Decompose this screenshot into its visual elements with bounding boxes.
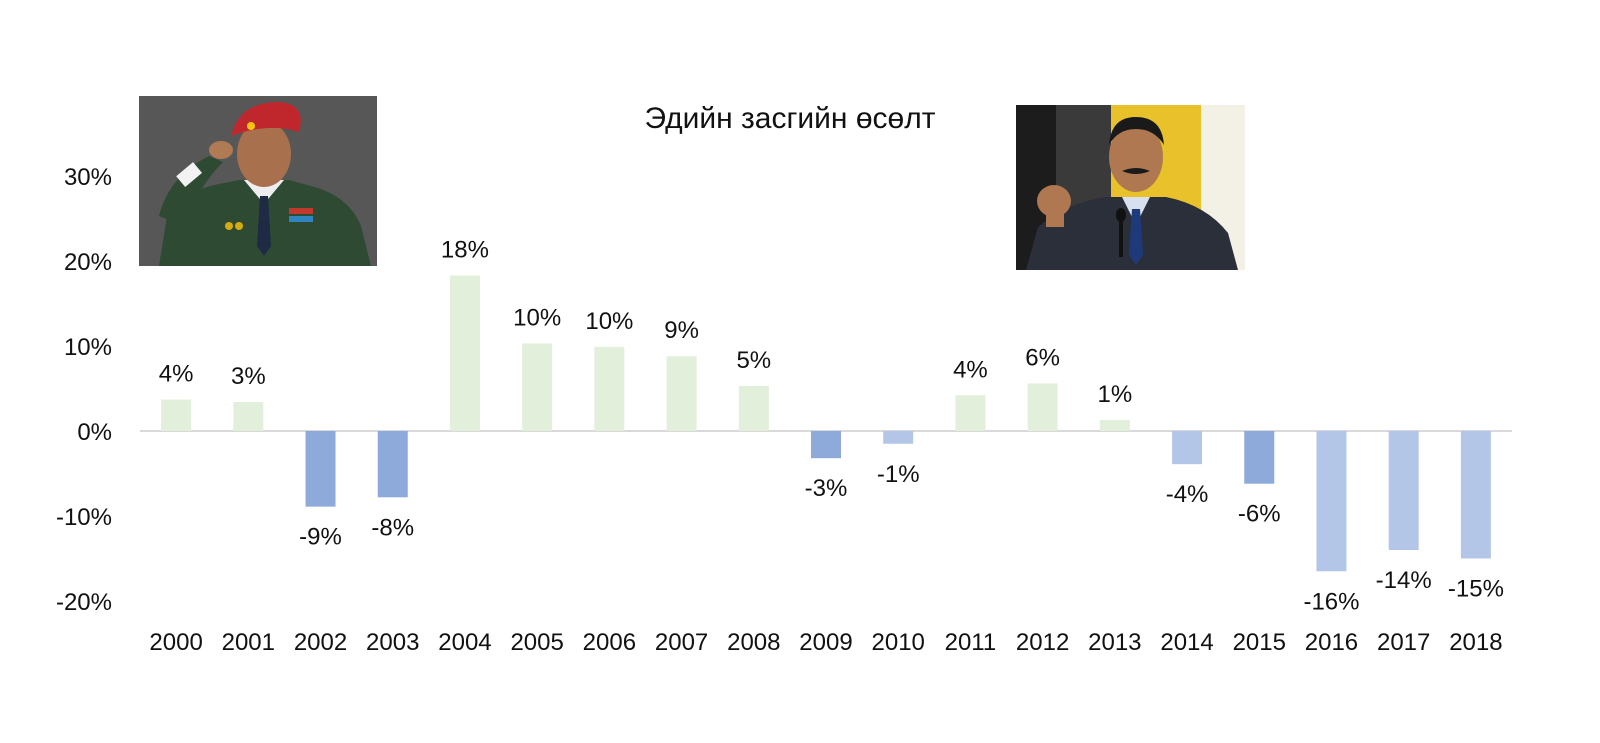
bar-2008 [738,385,769,431]
bar-2010 [883,431,914,444]
data-label-2018: -15% [1448,576,1504,603]
bar-2014 [1172,431,1203,465]
x-tick-label-2007: 2007 [655,629,708,656]
x-tick-label-2003: 2003 [366,629,419,656]
bar-2013 [1099,419,1130,431]
data-label-2015: -6% [1238,501,1281,528]
x-tick-label-2010: 2010 [872,629,925,656]
y-tick-label: -20% [56,589,112,616]
data-label-2008: 5% [736,347,771,374]
x-tick-label-2004: 2004 [438,629,491,656]
data-label-2002: -9% [299,524,342,551]
x-tick-label-2016: 2016 [1305,629,1358,656]
x-tick-label-2008: 2008 [727,629,780,656]
bar-2000 [161,399,192,431]
bar-2005 [522,343,553,431]
bar-2003 [377,431,408,498]
data-label-2006: 10% [585,308,633,335]
x-tick-label-2018: 2018 [1449,629,1502,656]
x-axis: 2000 2001 2002 2003 2004 2005 2006 2007 2008 2009… [149,629,1502,656]
bar-2012 [1027,383,1058,431]
data-label-2010: -1% [877,461,920,488]
bar-2001 [233,402,264,431]
x-tick-label-2017: 2017 [1377,629,1430,656]
data-label-2012: 6% [1025,344,1060,371]
left-photo [139,96,377,266]
data-labels: 4% 3% -9% -8% 18% 10% 10% 9% 5% -3% -1% 4% 6% 1% -4% -6… [159,236,1504,615]
data-label-2013: 1% [1097,381,1132,408]
bar-2006 [594,346,625,431]
data-label-2017: -14% [1376,567,1432,594]
bar-2007 [666,356,697,431]
x-tick-label-2014: 2014 [1160,629,1213,656]
x-tick-label-2006: 2006 [583,629,636,656]
bar-2016 [1316,431,1347,572]
data-label-2007: 9% [664,317,699,344]
y-axis: 30% 20% 10% 0% -10% -20% [56,164,112,616]
x-tick-label-2009: 2009 [799,629,852,656]
y-tick-label: 10% [64,334,112,361]
x-tick-label-2011: 2011 [945,629,997,656]
data-label-2001: 3% [231,363,266,390]
data-label-2005: 10% [513,304,561,331]
x-tick-label-2001: 2001 [222,629,275,656]
x-tick-label-2013: 2013 [1088,629,1141,656]
data-label-2003: -8% [371,514,414,541]
x-tick-label-2005: 2005 [510,629,563,656]
x-tick-label-2002: 2002 [294,629,347,656]
data-label-2016: -16% [1303,588,1359,615]
data-label-2000: 4% [159,361,194,388]
y-tick-label: -10% [56,504,112,531]
y-tick-label: 30% [64,164,112,191]
bar-2002 [305,431,336,507]
y-tick-label: 0% [77,419,112,446]
bar-2004 [449,275,480,431]
x-tick-label-2015: 2015 [1233,629,1286,656]
bar-2015 [1244,431,1275,484]
right-photo [1016,105,1245,270]
bar-2011 [955,395,986,431]
chart-title: Эдийн засгийн өсөлт [645,102,936,135]
data-label-2011: 4% [953,356,988,383]
bar-2009 [811,431,841,459]
x-tick-label-2012: 2012 [1016,629,1069,656]
data-label-2004: 18% [441,236,489,263]
data-label-2009: -3% [805,475,848,502]
data-label-2014: -4% [1166,481,1209,508]
x-tick-label-2000: 2000 [149,629,202,656]
bar-2017 [1388,431,1419,550]
y-tick-label: 20% [64,249,112,276]
bars [161,275,1491,572]
bar-2018 [1460,431,1491,559]
